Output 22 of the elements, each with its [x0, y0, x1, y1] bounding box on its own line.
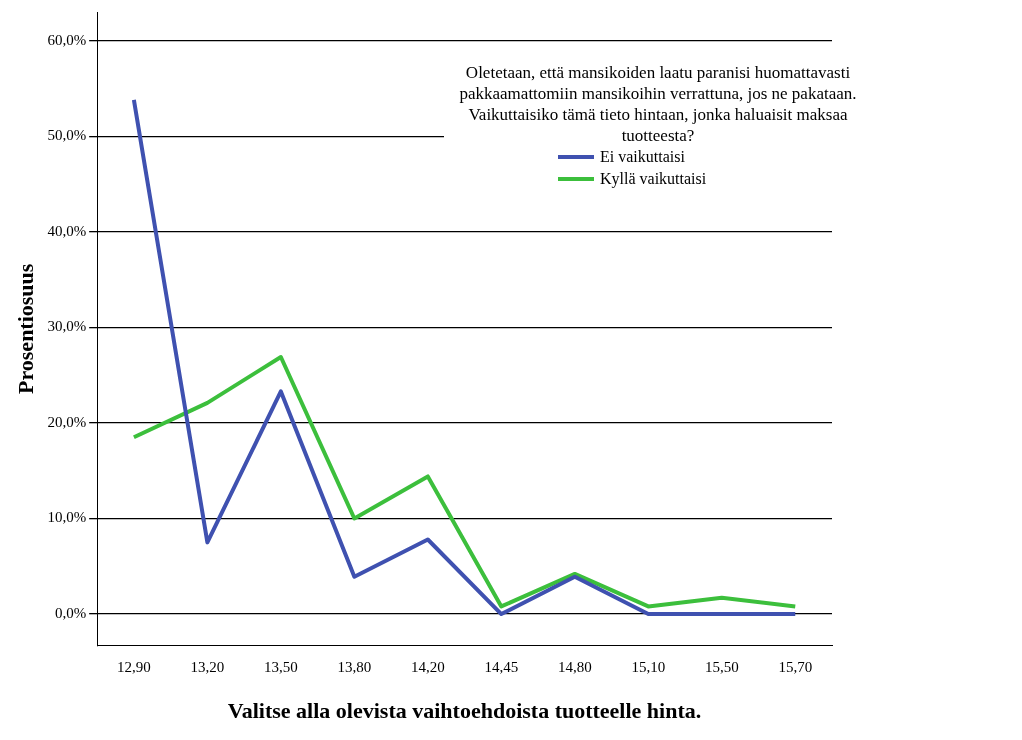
- x-tick-label: 14,80: [557, 658, 592, 675]
- y-axis-title: Prosentiosuus: [12, 263, 38, 394]
- y-tick-label: 50,0%: [47, 127, 87, 144]
- legend-label: Ei vaikuttaisi: [600, 148, 685, 166]
- x-tick-label: 15,70: [778, 658, 813, 675]
- x-tick-label: 14,20: [410, 658, 445, 675]
- legend-label: Kyllä vaikuttaisi: [600, 170, 707, 188]
- x-axis-title: Valitse alla olevista vaihtoehdoista tuotteelle hinta.: [227, 698, 702, 724]
- x-tick-label: 13,50: [263, 658, 298, 675]
- x-tick-label: 13,80: [337, 658, 372, 675]
- y-tick-label: 0,0%: [54, 605, 87, 621]
- y-tick-label: 60,0%: [47, 31, 87, 48]
- y-tick-label: 30,0%: [47, 318, 87, 335]
- x-tick-label: 15,10: [631, 658, 666, 675]
- legend-title: Oletetaan, että mansikoiden laatu paranisi huomattavasti pakkaamattomiin mansikoihin verrattuna, jos ne pakataan. Vaikuttaisiko tämä tieto hintaan, jonka haluaisit maksaa tuotteesta?: [458, 62, 858, 146]
- y-tick-label: 10,0%: [47, 509, 87, 526]
- x-tick-label: 15,50: [704, 658, 739, 675]
- x-tick-label: 14,45: [484, 658, 519, 675]
- x-tick-label: 12,90: [117, 658, 151, 675]
- y-tick-label: 40,0%: [47, 222, 87, 239]
- y-tick-label: 20,0%: [47, 413, 87, 430]
- x-tick-label: 13,20: [190, 658, 225, 675]
